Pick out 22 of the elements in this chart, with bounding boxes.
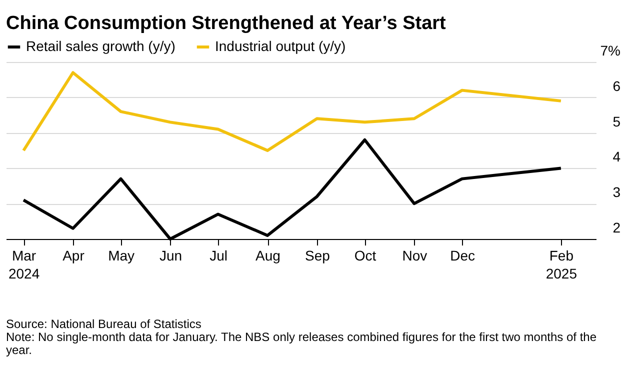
- y-tick-label: 5: [612, 113, 621, 130]
- x-tick-label: Dec: [450, 248, 476, 264]
- source-note: Source: National Bureau of Statistics: [6, 317, 202, 331]
- x-tick-label: Jul: [210, 248, 228, 264]
- legend-label: Retail sales growth (y/y): [26, 38, 176, 54]
- x-tick-label: Oct: [354, 248, 376, 264]
- text: Note: No single-month data for January. The NBS only releases combined figures for the first two months of the year.: [6, 330, 598, 357]
- x-tick-label: Nov: [402, 248, 428, 264]
- legend-label: Industrial output (y/y): [215, 38, 346, 54]
- y-tick-label: 2: [612, 220, 621, 236]
- chart-title: China Consumption Strengthened at Year’s Start: [6, 13, 447, 34]
- y-tick-label: 7%: [600, 42, 620, 58]
- y-tick-label: 6: [612, 78, 621, 94]
- x-tick-label: Feb 2025: [546, 248, 578, 282]
- x-tick-label: Apr: [62, 248, 85, 264]
- x-tick-label: May: [108, 248, 135, 264]
- x-tick-label: Jun: [159, 248, 182, 264]
- y-tick-label: 4: [612, 148, 621, 165]
- y-tick-label: 3: [612, 184, 621, 200]
- x-tick-label: Sep: [304, 248, 330, 264]
- x-tick-label: Aug: [256, 248, 280, 264]
- x-tick-label: Mar 2024: [8, 248, 40, 282]
